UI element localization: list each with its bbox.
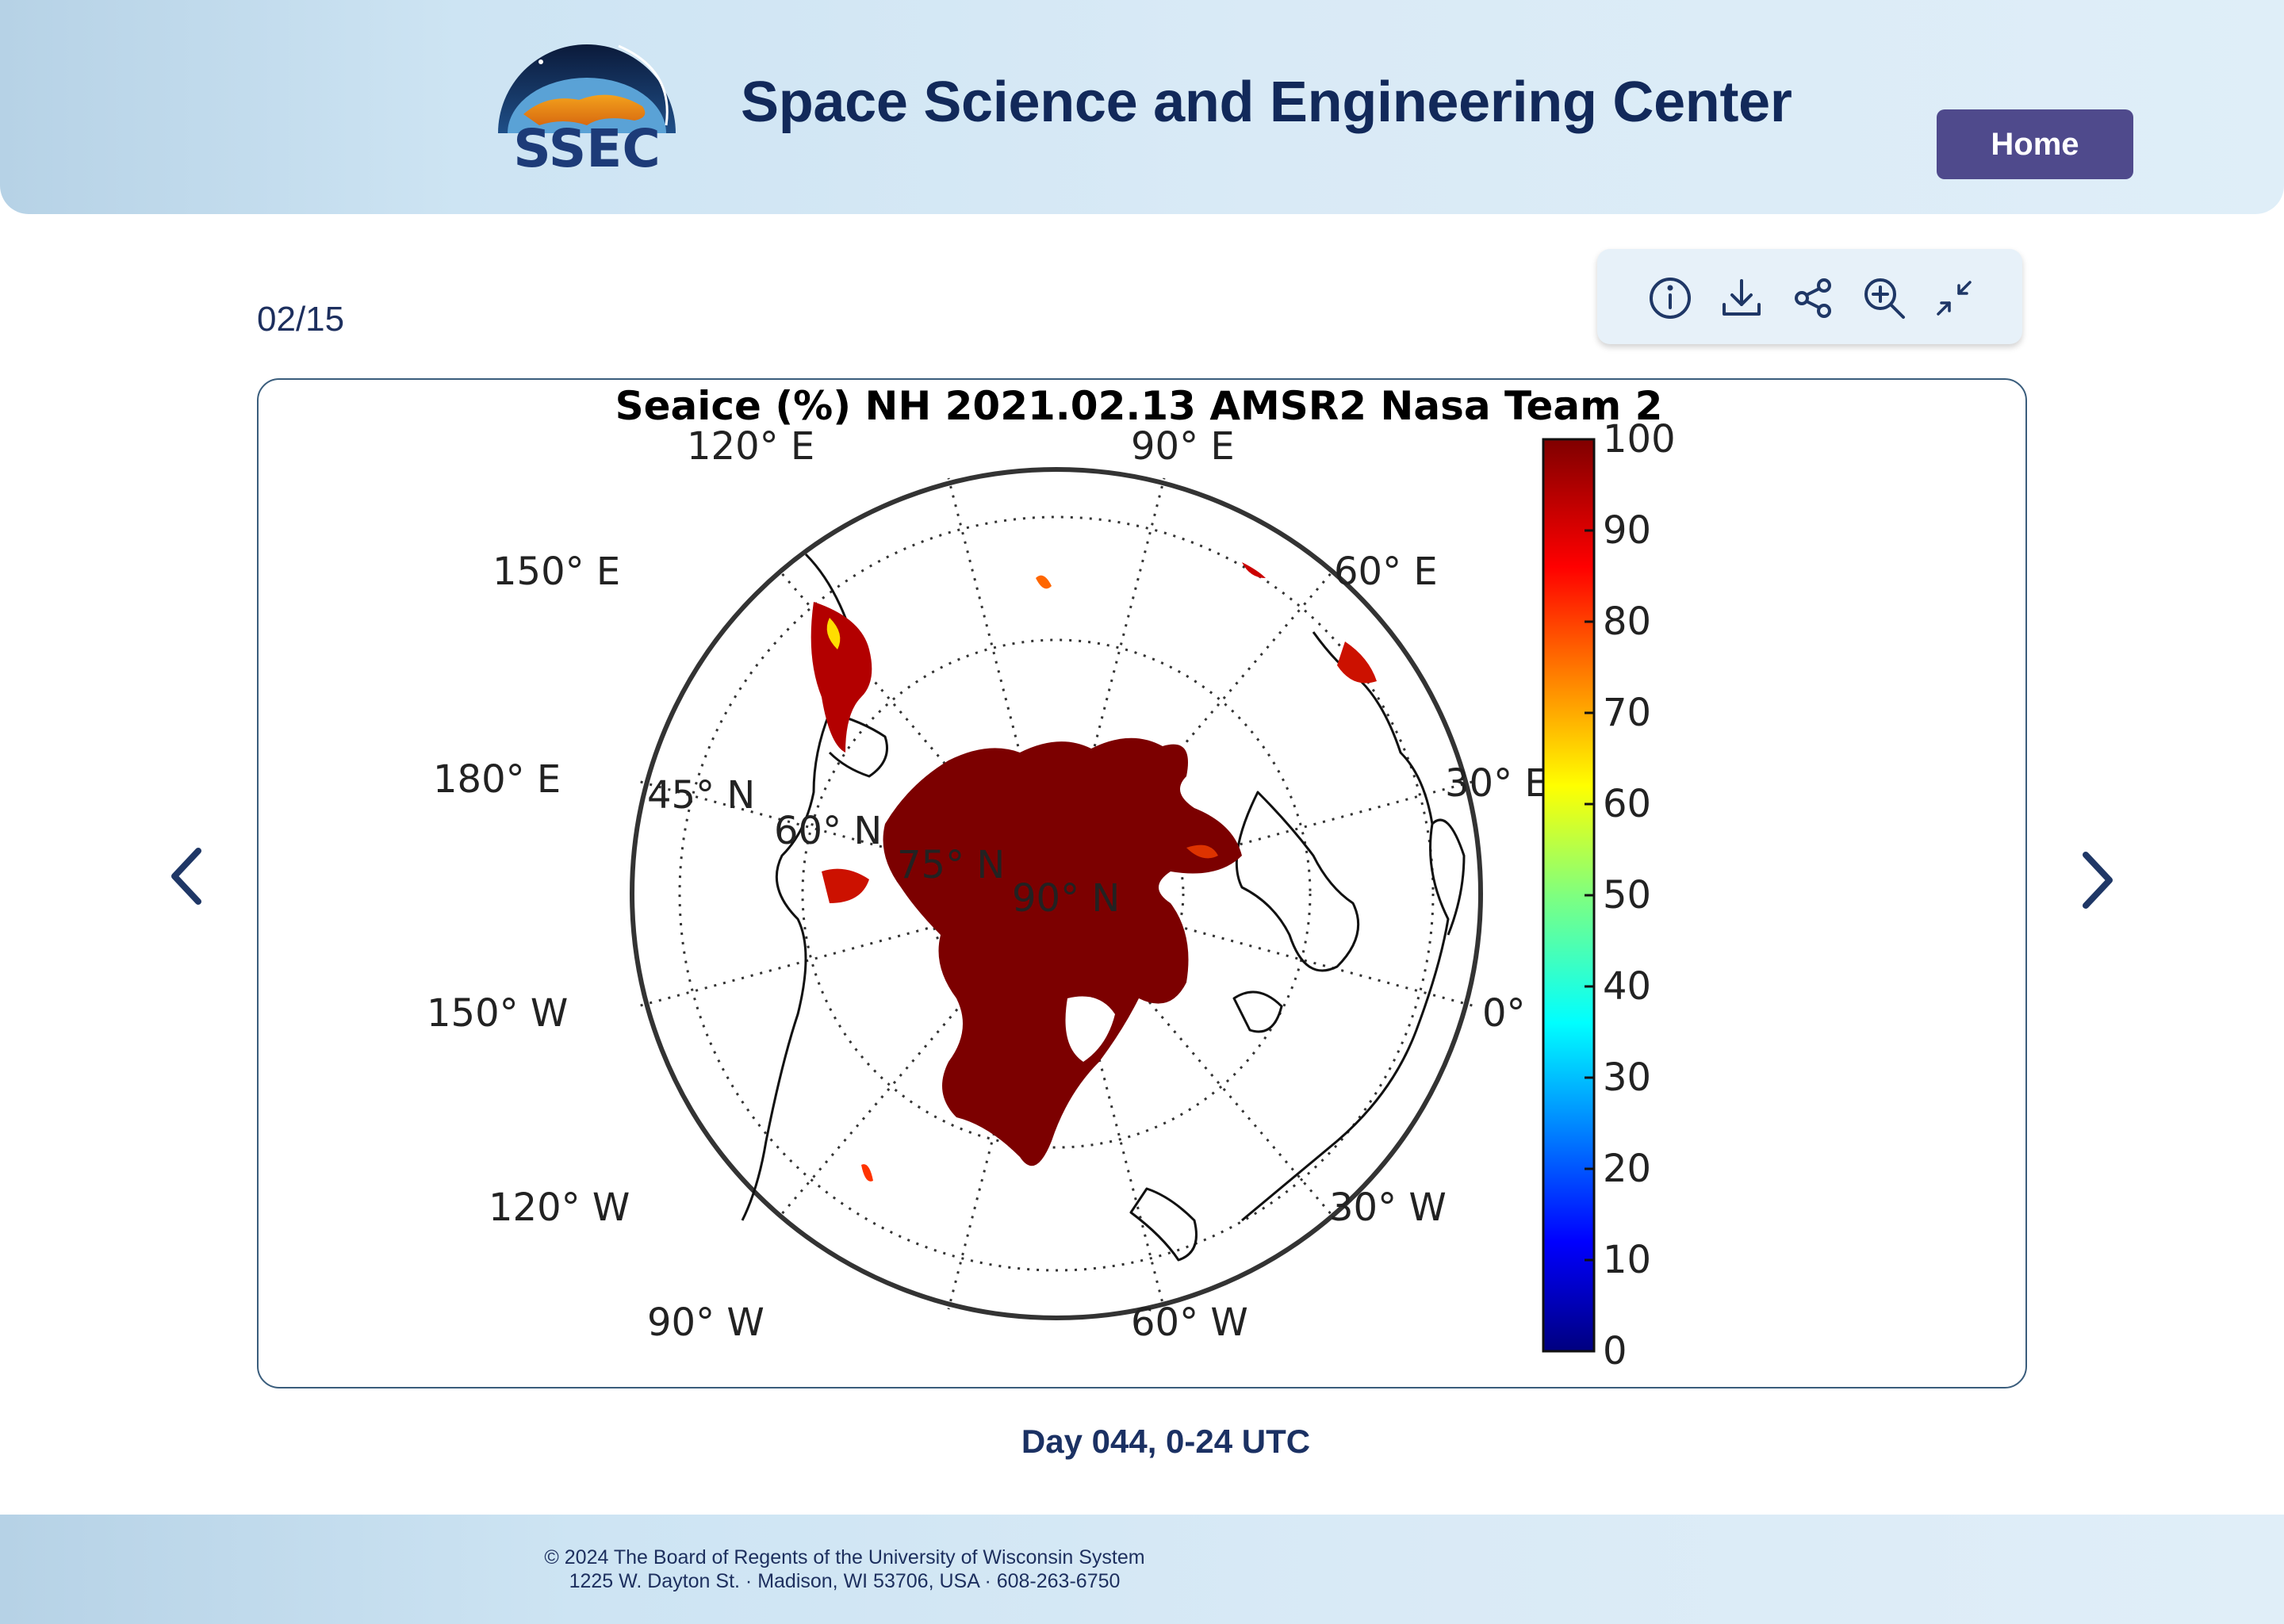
colorbar-tick-label: 60 <box>1603 782 1651 826</box>
lon-label: 180° E <box>433 757 561 802</box>
seaice-image-frame: Seaice (%) NH 2021.02.13 AMSR2 Nasa Team… <box>257 378 2027 1388</box>
colorbar-tick-label: 90 <box>1603 508 1651 553</box>
site-header: SSEC Space Science and Engineering Cente… <box>0 0 2284 214</box>
colorbar-tick-label: 50 <box>1603 873 1651 917</box>
lon-label: 90° W <box>647 1300 765 1345</box>
lon-label: 30° W <box>1329 1185 1447 1230</box>
colorbar-tick-label: 70 <box>1603 691 1651 735</box>
lon-label: 60° E <box>1334 550 1438 594</box>
lon-label: 90° E <box>1131 424 1235 469</box>
site-footer: © 2024 The Board of Regents of the Unive… <box>0 1515 2284 1624</box>
chevron-left-icon[interactable] <box>159 837 214 916</box>
colorbar-tick-label: 0 <box>1603 1329 1627 1373</box>
home-button[interactable]: Home <box>1937 109 2133 179</box>
lon-label: 150° W <box>427 991 568 1036</box>
colorbar-tick-label: 100 <box>1603 417 1676 462</box>
lon-label: 120° W <box>489 1185 630 1230</box>
lon-label: 150° E <box>492 550 620 594</box>
sea-ice-extent <box>811 562 1377 1182</box>
image-toolbar <box>1597 249 2022 344</box>
chevron-right-icon[interactable] <box>2070 841 2125 920</box>
lon-label: 60° W <box>1131 1300 1248 1345</box>
colorbar-tick-label: 10 <box>1603 1238 1651 1282</box>
image-caption: Day 044, 0-24 UTC <box>1021 1423 1311 1460</box>
colorbar-tick-label: 20 <box>1603 1147 1651 1191</box>
lon-label: 0° <box>1482 991 1526 1036</box>
share-icon[interactable] <box>1788 273 1838 324</box>
date-label: 02/15 <box>257 300 345 339</box>
lon-label: 30° E <box>1445 761 1549 806</box>
colorbar-tick-label: 30 <box>1603 1055 1651 1100</box>
copyright-text: © 2024 The Board of Regents of the Unive… <box>544 1546 1145 1568</box>
map-title: Seaice (%) NH 2021.02.13 AMSR2 Nasa Team… <box>615 383 1663 429</box>
lat-label: 75° N <box>897 843 1005 887</box>
lon-label: 120° E <box>687 424 814 469</box>
address-text: 1225 W. Dayton St. · Madison, WI 53706, … <box>569 1570 1121 1592</box>
lat-label: 90° N <box>1012 876 1120 921</box>
zoom-in-icon[interactable] <box>1859 273 1910 324</box>
info-icon[interactable] <box>1645 273 1696 324</box>
longitude-labels: 120° E 90° E 150° E 60° E 180° E 30° E 1… <box>427 424 1549 1345</box>
colorbar-tick-label: 40 <box>1603 964 1651 1009</box>
collapse-icon[interactable] <box>1929 273 1979 324</box>
latitude-labels: 45° N 60° N 75° N 90° N <box>647 773 1120 921</box>
polar-map <box>630 467 1483 1320</box>
download-icon[interactable] <box>1716 273 1767 324</box>
lat-label: 60° N <box>774 809 882 853</box>
site-title: Space Science and Engineering Center <box>741 71 1792 134</box>
colorbar-tick-label: 80 <box>1603 599 1651 644</box>
svg-text:SSEC: SSEC <box>513 118 661 173</box>
lat-label: 45° N <box>647 773 755 818</box>
ssec-logo[interactable]: SSEC <box>492 38 682 173</box>
seaice-map: Seaice (%) NH 2021.02.13 AMSR2 Nasa Team… <box>427 383 1676 1373</box>
